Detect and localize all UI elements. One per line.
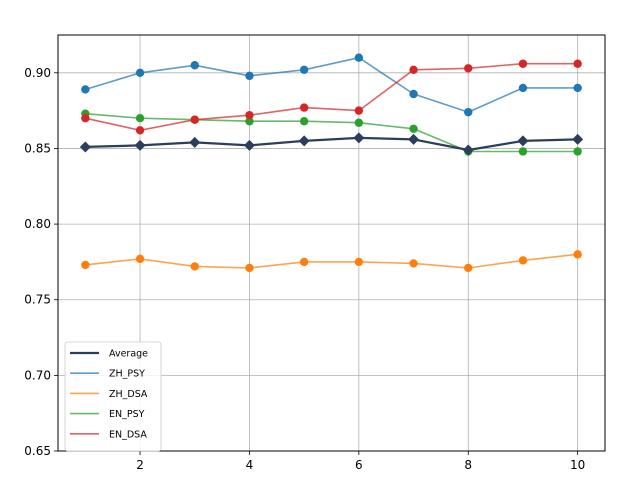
legend-label: EN_PSY [109, 409, 145, 420]
x-tick-label: 4 [246, 458, 254, 472]
data-point-diamond [189, 136, 201, 148]
data-point [299, 117, 309, 126]
y-tick-label: 0.65 [24, 444, 51, 458]
data-point-diamond [243, 139, 255, 151]
data-point [81, 260, 90, 270]
series-line [85, 112, 578, 153]
data-point [518, 59, 528, 68]
series-line [85, 56, 578, 113]
data-point [245, 71, 254, 81]
data-point [573, 147, 582, 156]
data-point [409, 259, 418, 268]
data-point [190, 61, 199, 70]
data-point [245, 117, 254, 126]
data-point [464, 263, 473, 273]
data-point [299, 257, 309, 267]
data-point-diamond [79, 141, 91, 153]
series-en-psy [81, 109, 582, 156]
data-point [518, 147, 528, 156]
legend-label: ZH_PSY [109, 369, 145, 380]
data-point [299, 103, 309, 112]
series-en-dsa [81, 59, 582, 135]
data-point-diamond [298, 135, 310, 147]
x-tick-label: 10 [570, 458, 585, 472]
data-point [245, 263, 254, 273]
data-point [135, 114, 145, 123]
data-point-diamond [462, 144, 474, 156]
data-point [190, 115, 199, 124]
y-tick-label: 0.80 [24, 217, 51, 231]
data-point [518, 83, 528, 93]
data-point [135, 68, 145, 78]
series-line [85, 136, 578, 152]
data-point [190, 262, 199, 271]
legend-label: Average [109, 349, 148, 360]
legend-label: ZH_DSA [109, 389, 148, 400]
data-point [354, 118, 364, 127]
data-point [81, 114, 90, 123]
data-point [354, 106, 364, 115]
data-point [245, 110, 254, 120]
y-tick-label: 0.70 [24, 368, 51, 382]
series-line [85, 62, 578, 132]
y-tick-label: 0.90 [24, 66, 51, 80]
data-point-diamond [134, 139, 146, 151]
data-point [409, 89, 418, 99]
series-zh-dsa [81, 250, 582, 273]
data-point [518, 256, 528, 265]
data-point [409, 124, 418, 133]
data-point-diamond [408, 133, 420, 145]
axis-ticks: 2 4 6 8 10 0.65 0.70 0.75 0.80 0.85 0.90 [24, 66, 585, 472]
data-point [573, 59, 582, 68]
series-line [85, 253, 578, 269]
data-point [81, 85, 90, 94]
x-tick-label: 6 [355, 458, 363, 472]
series-average [79, 132, 584, 156]
data-point-diamond [353, 132, 365, 144]
data-point [464, 107, 473, 117]
data-point [464, 64, 473, 73]
legend: Average ZH_PSY ZH_DSA EN_PSY EN_DSA [64, 341, 162, 452]
plot-frame [57, 34, 606, 452]
legend-box [64, 341, 162, 452]
data-point [354, 257, 364, 267]
data-point [409, 65, 418, 74]
data-point [354, 53, 364, 62]
data-point [573, 83, 582, 93]
y-tick-label: 0.85 [24, 141, 51, 155]
data-point [573, 250, 582, 259]
data-point [135, 126, 145, 135]
data-point-diamond [572, 133, 584, 145]
x-tick-label: 8 [464, 458, 472, 472]
data-point [135, 254, 145, 264]
legend-label: EN_DSA [109, 429, 147, 440]
y-tick-label: 0.75 [24, 293, 51, 307]
data-point [299, 65, 309, 74]
grid [58, 35, 605, 452]
x-tick-label: 2 [136, 458, 144, 472]
series-zh-psy [81, 53, 582, 117]
series-group [79, 53, 584, 273]
data-point-diamond [517, 135, 529, 147]
